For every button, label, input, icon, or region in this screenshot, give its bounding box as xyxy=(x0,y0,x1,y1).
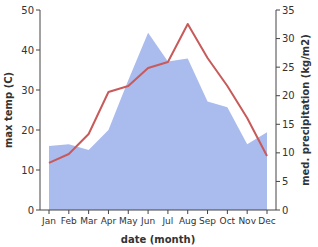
x-tick-label: Nov xyxy=(238,216,256,226)
x-tick xyxy=(247,210,248,214)
x-tick xyxy=(187,210,188,214)
x-tick-label: Aug xyxy=(179,216,197,226)
y2-axis-title: med. precipitation (kg/m2) xyxy=(300,34,311,186)
x-tick-label: Feb xyxy=(61,216,77,226)
y2-tick xyxy=(276,38,280,39)
precipitation-area xyxy=(49,33,267,210)
x-tick xyxy=(167,210,168,214)
y-tick xyxy=(36,210,40,211)
x-tick-label: Apr xyxy=(101,216,117,226)
x-tick-label: Jan xyxy=(41,216,56,226)
y-tick xyxy=(36,170,40,171)
y-tick xyxy=(36,130,40,131)
y2-tick-label: 15 xyxy=(282,119,295,130)
y-axis-title: max temp (C) xyxy=(3,72,14,148)
plot-area xyxy=(49,24,267,210)
x-axis-line xyxy=(40,210,276,211)
x-tick-label: May xyxy=(119,216,138,226)
chart: 0 10 20 30 40 50 0 5 10 15 20 25 30 35 Jan FebMar AprMay… xyxy=(0,0,318,247)
y2-tick-label: 25 xyxy=(282,62,295,73)
y2-tick-label: 20 xyxy=(282,90,295,101)
x-tick xyxy=(88,210,89,214)
y2-tick xyxy=(276,181,280,182)
x-tick-label: Oct xyxy=(220,216,236,226)
y-tick-label: 50 xyxy=(21,5,34,16)
x-tick xyxy=(68,210,69,214)
y-tick-label: 10 xyxy=(21,165,34,176)
x-axis-title: date (month) xyxy=(121,234,195,245)
x-tick xyxy=(227,210,228,214)
x-tick xyxy=(49,210,50,214)
y-axis-line xyxy=(40,10,41,210)
y2-tick xyxy=(276,95,280,96)
y2-tick-label: 5 xyxy=(282,176,288,187)
x-tick xyxy=(267,210,268,214)
y2-tick-label: 10 xyxy=(282,147,295,158)
y-tick xyxy=(36,50,40,51)
y-tick xyxy=(36,90,40,91)
y2-tick xyxy=(276,210,280,211)
x-tick xyxy=(148,210,149,214)
x-tick-label: Sep xyxy=(199,216,216,226)
y2-tick xyxy=(276,67,280,68)
y2-tick-label: 0 xyxy=(282,205,288,216)
x-tick xyxy=(128,210,129,214)
x-tick-label: Jun xyxy=(140,216,155,226)
y2-axis-line xyxy=(276,10,277,210)
x-tick-label: Jul xyxy=(161,216,173,226)
x-tick xyxy=(108,210,109,214)
x-tick-label: Dec xyxy=(258,216,275,226)
y2-tick xyxy=(276,124,280,125)
y2-tick xyxy=(276,152,280,153)
x-tick xyxy=(207,210,208,214)
y-tick xyxy=(36,10,40,11)
y2-tick-label: 30 xyxy=(282,33,295,44)
y2-tick-label: 35 xyxy=(282,5,295,16)
y-tick-label: 40 xyxy=(21,45,34,56)
y2-tick xyxy=(276,10,280,11)
temperature-line xyxy=(49,24,267,163)
y-tick-label: 30 xyxy=(21,85,34,96)
y-tick-label: 0 xyxy=(28,205,34,216)
y-tick-label: 20 xyxy=(21,125,34,136)
x-tick-label: Mar xyxy=(80,216,97,226)
